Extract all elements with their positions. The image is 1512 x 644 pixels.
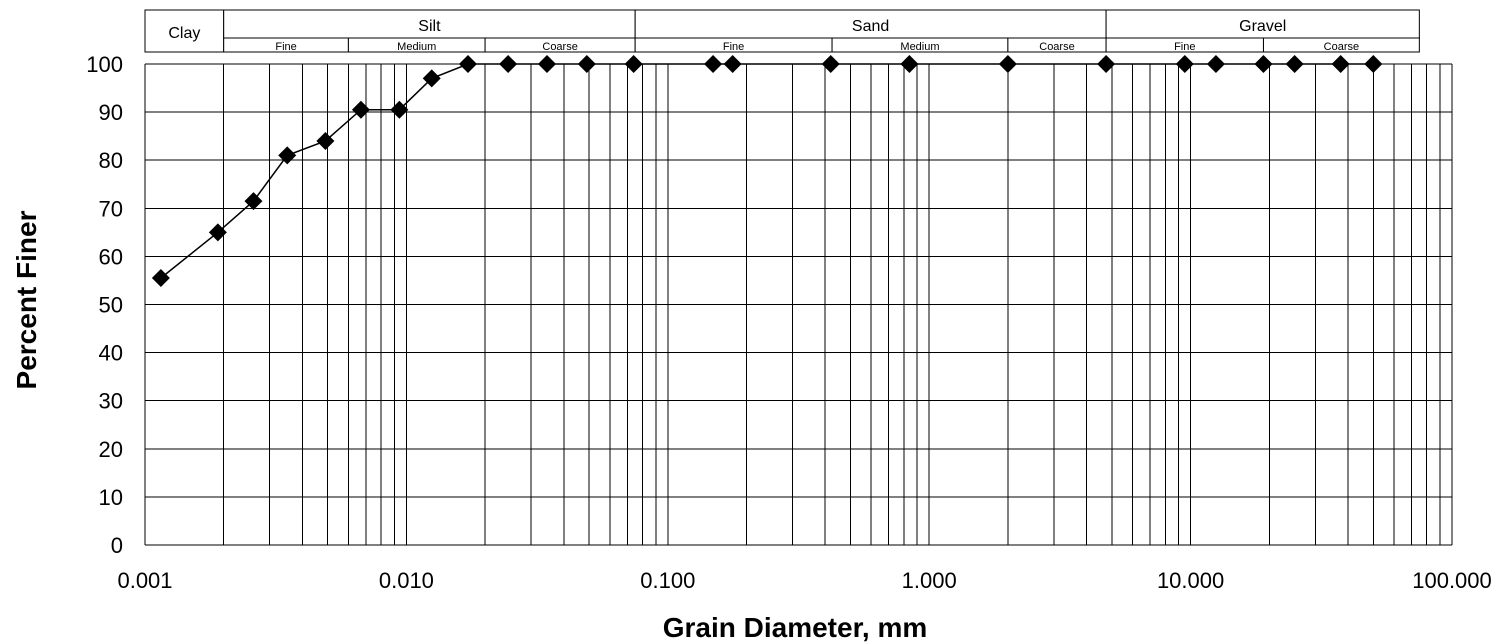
data-point-marker bbox=[1254, 55, 1273, 73]
y-tick-label: 20 bbox=[99, 437, 123, 462]
data-point-marker bbox=[704, 55, 723, 73]
data-point-marker bbox=[208, 223, 227, 242]
data-point-marker bbox=[422, 69, 441, 88]
data-point-marker bbox=[278, 146, 297, 165]
x-axis-ticks: 0.001 0.010 0.100 1.000 10.000 100.000 bbox=[117, 568, 1491, 593]
data-point-marker bbox=[723, 55, 742, 73]
data-point-marker bbox=[1285, 55, 1304, 73]
y-tick-label: 60 bbox=[99, 244, 123, 269]
band-silt-coarse-label: Coarse bbox=[542, 41, 577, 53]
band-silt-box bbox=[223, 9, 636, 39]
data-point-marker bbox=[577, 55, 596, 73]
y-tick-label: 30 bbox=[99, 389, 123, 414]
band-sand-medium-label: Medium bbox=[900, 41, 939, 53]
y-tick-label: 50 bbox=[99, 293, 123, 318]
band-sand-fine-label: Fine bbox=[723, 41, 744, 53]
data-point-marker bbox=[458, 55, 477, 73]
band-clay-label: Clay bbox=[168, 25, 200, 42]
data-point-marker bbox=[998, 55, 1017, 73]
band-gravel-coarse-box bbox=[1262, 37, 1420, 53]
data-point-marker bbox=[1364, 55, 1383, 73]
y-tick-label: 90 bbox=[99, 100, 123, 125]
band-silt-medium-label: Medium bbox=[397, 41, 436, 53]
band-silt-label: Silt bbox=[418, 18, 441, 35]
classification-bands: Clay Silt Fine Medium Coarse Sand Fine Medium Co… bbox=[144, 9, 1420, 53]
y-tick-label: 80 bbox=[99, 148, 123, 173]
data-point-marker bbox=[900, 55, 919, 73]
x-tick-label: 100.000 bbox=[1412, 568, 1492, 593]
band-sand-coarse-label: Coarse bbox=[1039, 41, 1074, 53]
band-clay-box bbox=[144, 9, 225, 53]
y-tick-label: 100 bbox=[86, 52, 123, 77]
data-point-marker bbox=[821, 55, 840, 73]
x-tick-label: 0.100 bbox=[640, 568, 695, 593]
data-point-marker bbox=[537, 55, 556, 73]
series-line bbox=[160, 63, 1374, 279]
data-point-marker bbox=[316, 131, 335, 150]
data-point-marker bbox=[1175, 55, 1194, 73]
data-series bbox=[151, 55, 1383, 288]
y-axis-title: Percent Finer bbox=[11, 210, 42, 389]
data-point-marker bbox=[1206, 55, 1225, 73]
y-tick-label: 70 bbox=[99, 196, 123, 221]
data-point-marker bbox=[390, 100, 409, 119]
y-tick-label: 40 bbox=[99, 341, 123, 366]
y-tick-label: 10 bbox=[99, 485, 123, 510]
data-point-marker bbox=[351, 100, 370, 119]
x-tick-label: 0.010 bbox=[379, 568, 434, 593]
x-tick-label: 1.000 bbox=[902, 568, 957, 593]
plot-grid bbox=[144, 63, 1453, 546]
band-sand-label: Sand bbox=[852, 18, 889, 35]
band-silt-fine-label: Fine bbox=[275, 41, 296, 53]
data-point-marker bbox=[151, 269, 170, 288]
y-axis-ticks: 0 10 20 30 40 50 60 70 80 90 100 bbox=[86, 52, 123, 558]
data-point-marker bbox=[1331, 55, 1350, 73]
x-tick-label: 10.000 bbox=[1157, 568, 1224, 593]
data-point-marker bbox=[499, 55, 518, 73]
x-axis-title: Grain Diameter, mm bbox=[663, 612, 928, 643]
data-point-marker bbox=[1097, 55, 1116, 73]
data-point-marker bbox=[624, 55, 643, 73]
data-point-marker bbox=[244, 192, 263, 211]
y-tick-label: 0 bbox=[111, 533, 123, 558]
band-gravel-fine-label: Fine bbox=[1174, 41, 1195, 53]
band-gravel-label: Gravel bbox=[1239, 18, 1286, 35]
x-tick-label: 0.001 bbox=[117, 568, 172, 593]
band-gravel-box bbox=[1105, 9, 1420, 39]
band-gravel-coarse-label: Coarse bbox=[1324, 41, 1359, 53]
